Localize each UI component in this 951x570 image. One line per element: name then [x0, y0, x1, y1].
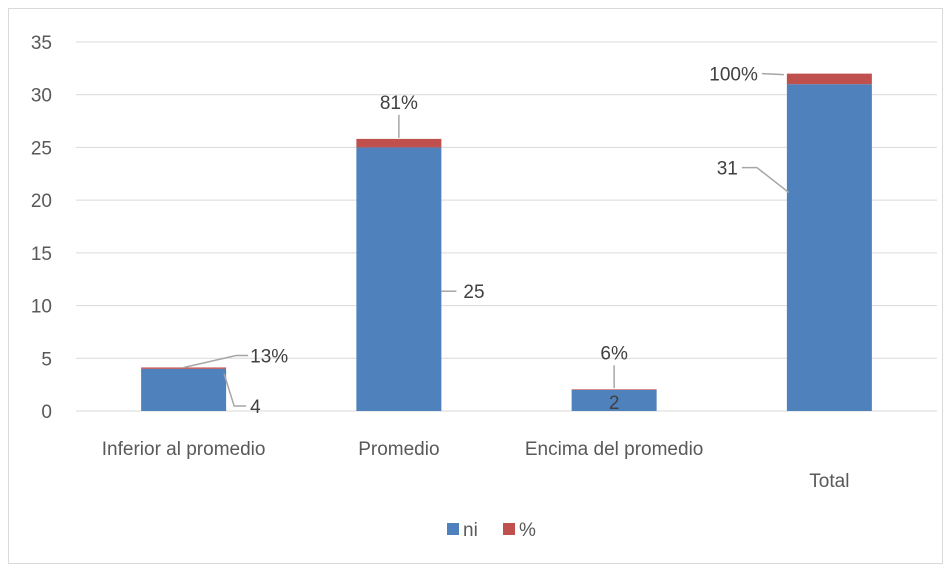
category-label: Total: [809, 471, 849, 492]
stacked-bar-chart: 0 5 10 15 20 25 30 35 4 13% 25 81% 2 6% 31 100% Inferi…: [31, 33, 937, 541]
y-tick-label: 15: [31, 244, 52, 265]
leader-line-ni: [223, 373, 247, 407]
legend-swatch-0: [447, 523, 459, 535]
data-label-pct: 100%: [709, 65, 758, 86]
data-label-pct: 6%: [600, 343, 628, 364]
data-label-ni: 4: [250, 397, 261, 418]
leader-line-ni: [741, 166, 790, 194]
data-label-pct: 13%: [250, 346, 288, 367]
legend-swatch-1: [503, 523, 515, 535]
legend-label: %: [519, 520, 536, 541]
bar-%-0: [141, 367, 227, 369]
data-label-ni: 25: [463, 282, 484, 303]
data-label-ni: 31: [717, 159, 738, 180]
y-tick-label: 30: [31, 86, 52, 107]
y-tick-label: 0: [41, 402, 52, 423]
gridlines: [76, 41, 937, 412]
y-tick-label: 5: [41, 349, 52, 370]
y-axis-ticks: 0 5 10 15 20 25 30 35: [31, 33, 52, 423]
bar-%-3: [786, 73, 872, 85]
y-tick-label: 20: [31, 191, 52, 212]
data-label-pct: 81%: [380, 93, 418, 114]
bar-ni-0: [141, 368, 227, 411]
chart-frame: 0 5 10 15 20 25 30 35 4 13% 25 81% 2 6% 31 100% Inferi…: [8, 8, 943, 564]
bar-ni-3: [786, 84, 872, 412]
data-label-ni: 2: [609, 393, 620, 414]
data-labels: 4 13% 25 81% 2 6% 31 100%: [250, 65, 758, 418]
bar-%-1: [356, 138, 442, 148]
leader-line-pct: [183, 354, 249, 369]
leader-lines: [183, 72, 790, 407]
y-tick-label: 10: [31, 297, 52, 318]
legend-label: ni: [463, 520, 478, 541]
bars: [141, 73, 872, 412]
category-label: Inferior al promedio: [102, 439, 266, 460]
category-label: Promedio: [358, 439, 439, 460]
leader-line-pct: [761, 72, 784, 76]
bar-ni-2: [571, 389, 657, 411]
legend: ni%: [447, 520, 536, 541]
y-tick-label: 25: [31, 138, 52, 159]
bar-ni-1: [356, 147, 442, 411]
x-axis-categories: Inferior al promedio Promedio Encima del p…: [102, 439, 850, 492]
category-label: Encima del promedio: [525, 439, 703, 460]
bar-%-2: [571, 389, 657, 390]
y-tick-label: 35: [31, 33, 52, 54]
